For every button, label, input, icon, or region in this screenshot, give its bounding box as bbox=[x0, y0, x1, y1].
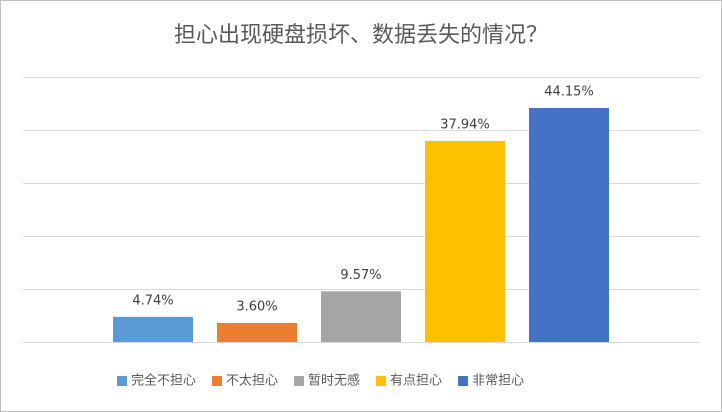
chart-title: 担心出现硬盘损坏、数据丢失的情况？ bbox=[174, 23, 548, 48]
data-label: 44.15% bbox=[544, 85, 594, 100]
bar bbox=[529, 108, 609, 342]
data-label: 37.94% bbox=[440, 117, 490, 132]
legend-swatch bbox=[376, 376, 387, 386]
legend-label: 完全不担心 bbox=[131, 373, 196, 389]
legend-label: 不太担心 bbox=[226, 374, 278, 389]
data-label: 3.60% bbox=[236, 299, 277, 314]
legend-swatch bbox=[294, 376, 305, 386]
legend-swatch bbox=[117, 376, 127, 386]
bar bbox=[217, 322, 297, 342]
legend-swatch bbox=[212, 376, 223, 386]
legend-label: 非常担心 bbox=[472, 374, 524, 389]
legend-label: 暂时无感 bbox=[308, 373, 360, 389]
legend-swatch bbox=[458, 376, 469, 386]
bar bbox=[321, 291, 401, 342]
bar bbox=[113, 316, 193, 342]
data-label: 4.74% bbox=[132, 293, 173, 308]
legend-label: 有点担心 bbox=[390, 374, 442, 389]
bar bbox=[425, 140, 505, 342]
data-label: 9.57% bbox=[340, 268, 381, 283]
